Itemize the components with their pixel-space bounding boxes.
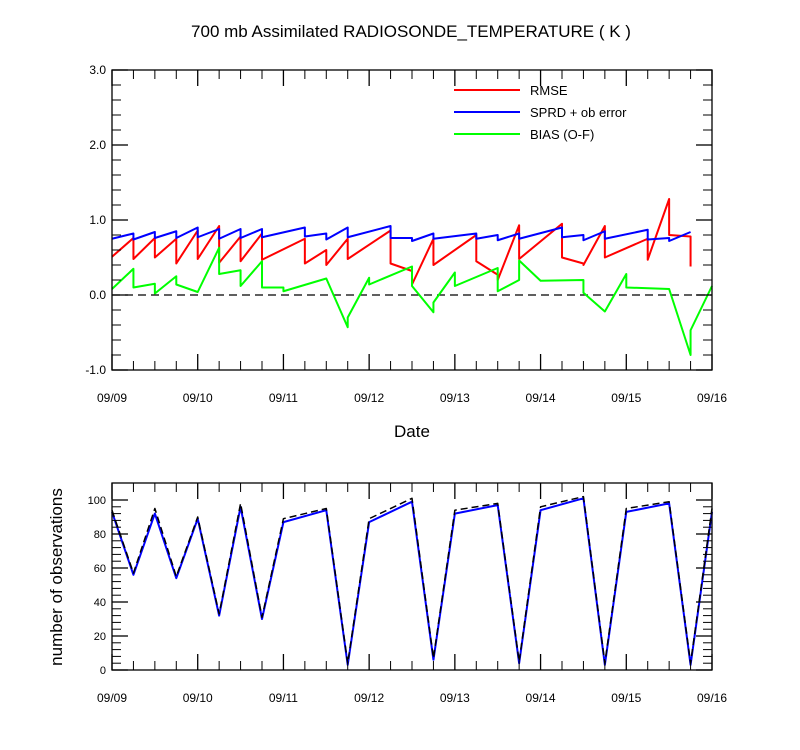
y-tick-label: 20: [94, 631, 106, 643]
x-tick-label: 09/15: [611, 691, 641, 705]
top-y-tick-labels: -1.0 0.0 1.0 2.0 3.0: [85, 63, 106, 377]
bottom-y-tick-labels: 0 20 40 60 80 100: [88, 495, 106, 677]
legend-label: BIAS (O-F): [530, 127, 594, 142]
x-tick-label: 09/13: [440, 391, 470, 405]
x-axis-label: Date: [394, 422, 430, 441]
series-line-bias-o-f: [111, 246, 713, 356]
top-x-tick-labels: 09/09 09/10 09/11 09/12 09/13 09/14 09/15 09/16: [97, 391, 727, 405]
top-plot: -1.00.01.02.03.0 09/09 09/10 09/11 09/12 09/…: [85, 63, 727, 441]
x-tick-label: 09/13: [440, 691, 470, 705]
x-tick-label: 09/09: [97, 691, 127, 705]
y-tick-label: 0.0: [89, 288, 106, 302]
y-tick-label: 0: [100, 665, 106, 677]
series-line-observations-used: [111, 497, 713, 666]
series-line-observations-available: [111, 495, 713, 664]
x-tick-label: 09/16: [697, 391, 727, 405]
y-tick-label: 100: [88, 495, 106, 507]
x-tick-label: 09/11: [269, 391, 298, 405]
y-tick-label: 60: [94, 563, 106, 575]
bottom-plot-frame: [111, 482, 713, 671]
x-tick-label: 09/09: [97, 391, 127, 405]
series-line-rmse: [111, 198, 692, 286]
x-tick-label: 09/14: [526, 391, 556, 405]
bottom-x-tick-labels: 09/09 09/10 09/11 09/12 09/13 09/14 09/15 09/16: [97, 691, 727, 705]
x-tick-label: 09/11: [269, 691, 298, 705]
top-plot-ticks: [111, 69, 713, 371]
x-tick-label: 09/10: [183, 691, 213, 705]
series-line-sprd-ob-error: [111, 225, 691, 242]
y-tick-label: 2.0: [89, 138, 106, 152]
legend-label: SPRD + ob error: [530, 105, 627, 120]
legend: RMSE SPRD + ob error BIAS (O-F): [454, 83, 627, 142]
x-tick-label: 09/14: [526, 691, 556, 705]
y-tick-label: 3.0: [89, 63, 106, 77]
top-plot-lines: [111, 198, 713, 356]
y-tick-label: -1.0: [85, 363, 106, 377]
x-tick-label: 09/16: [697, 691, 727, 705]
y-tick-label: 80: [94, 529, 106, 541]
x-tick-label: 09/10: [183, 391, 213, 405]
y-tick-label: 40: [94, 597, 106, 609]
bottom-plot-ticks: [111, 483, 713, 671]
bottom-plot-lines: [111, 495, 713, 666]
y-tick-label: 1.0: [89, 213, 106, 227]
x-tick-label: 09/15: [611, 391, 641, 405]
legend-label: RMSE: [530, 83, 568, 98]
y-axis-label: number of observations: [47, 488, 66, 666]
x-tick-label: 09/12: [354, 691, 384, 705]
x-tick-label: 09/12: [354, 391, 384, 405]
chart-title: 700 mb Assimilated RADIOSONDE_TEMPERATUR…: [191, 22, 631, 41]
